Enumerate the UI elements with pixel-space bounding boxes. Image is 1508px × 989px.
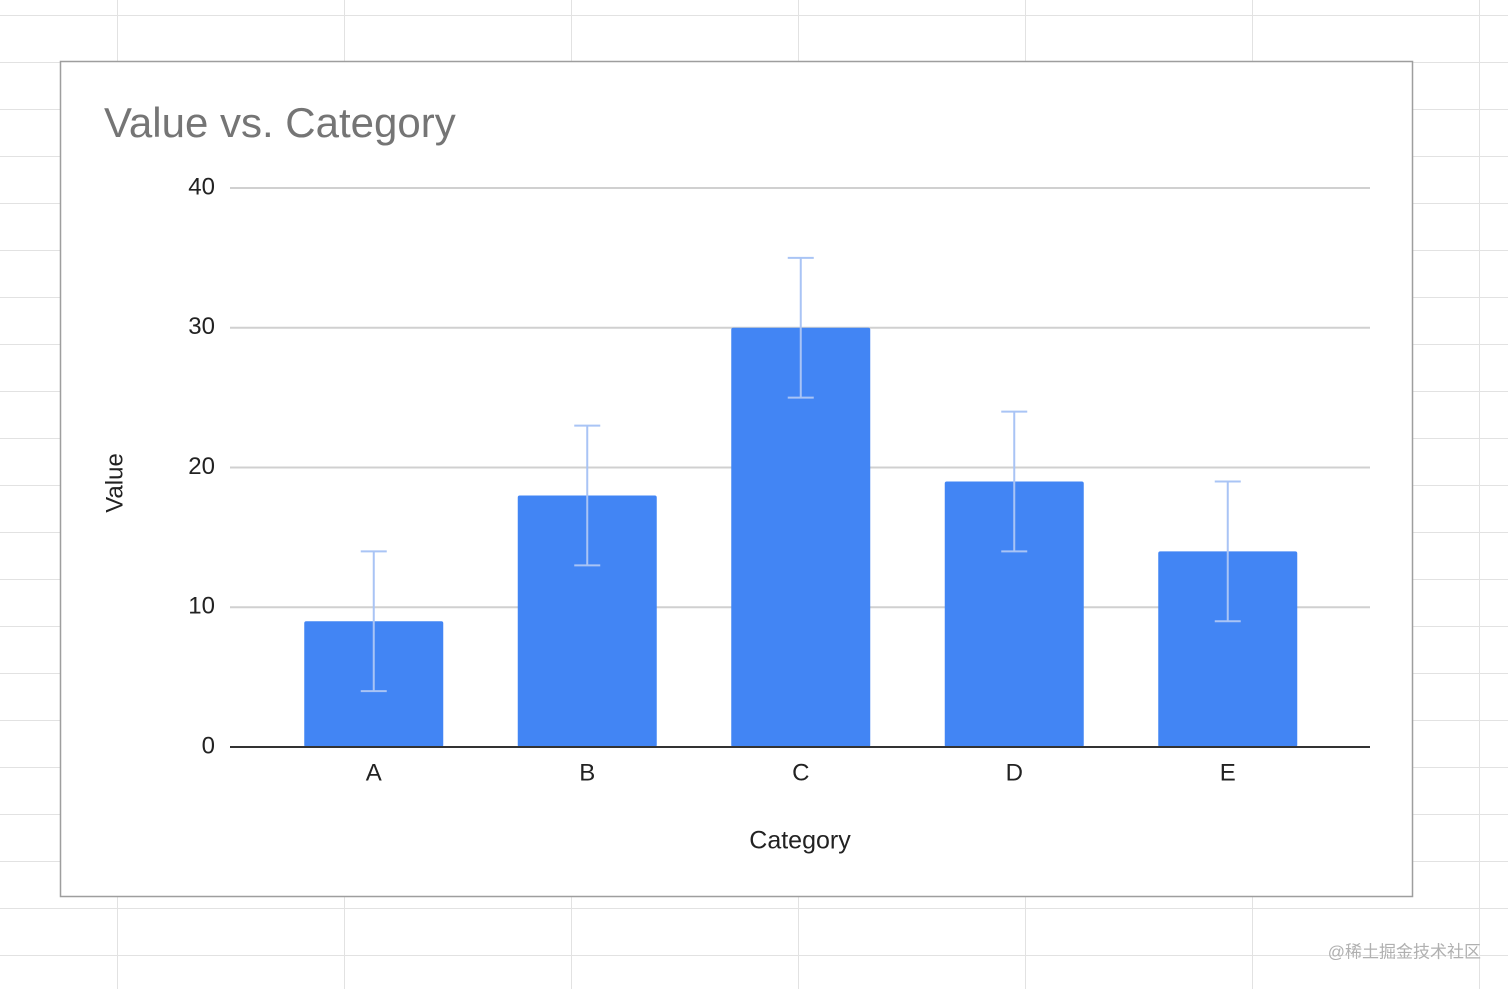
watermark: @稀土掘金技术社区 [1328,942,1481,961]
bar [517,495,657,747]
x-tick-label: A [366,759,382,786]
y-tick-label: 0 [202,732,215,759]
y-tick-label: 40 [188,173,215,200]
bar [1158,551,1298,747]
x-tick-label: C [792,759,809,786]
y-tick-label: 20 [188,453,215,480]
x-axis-title: Category [749,827,851,855]
y-axis-title: Value [101,453,128,513]
x-tick-label: B [579,759,595,786]
error-bar [574,424,601,567]
error-bar [1214,480,1241,623]
x-tick-label: D [1006,759,1023,786]
error-bar [360,550,387,693]
x-tick-label: E [1220,759,1236,786]
error-bar [787,256,814,399]
y-tick-label: 10 [188,593,215,620]
y-tick-label: 30 [188,313,215,340]
bar [944,481,1084,747]
error-bar [1001,410,1028,553]
chart-title: Value vs. Category [104,99,456,146]
bar [731,327,871,747]
